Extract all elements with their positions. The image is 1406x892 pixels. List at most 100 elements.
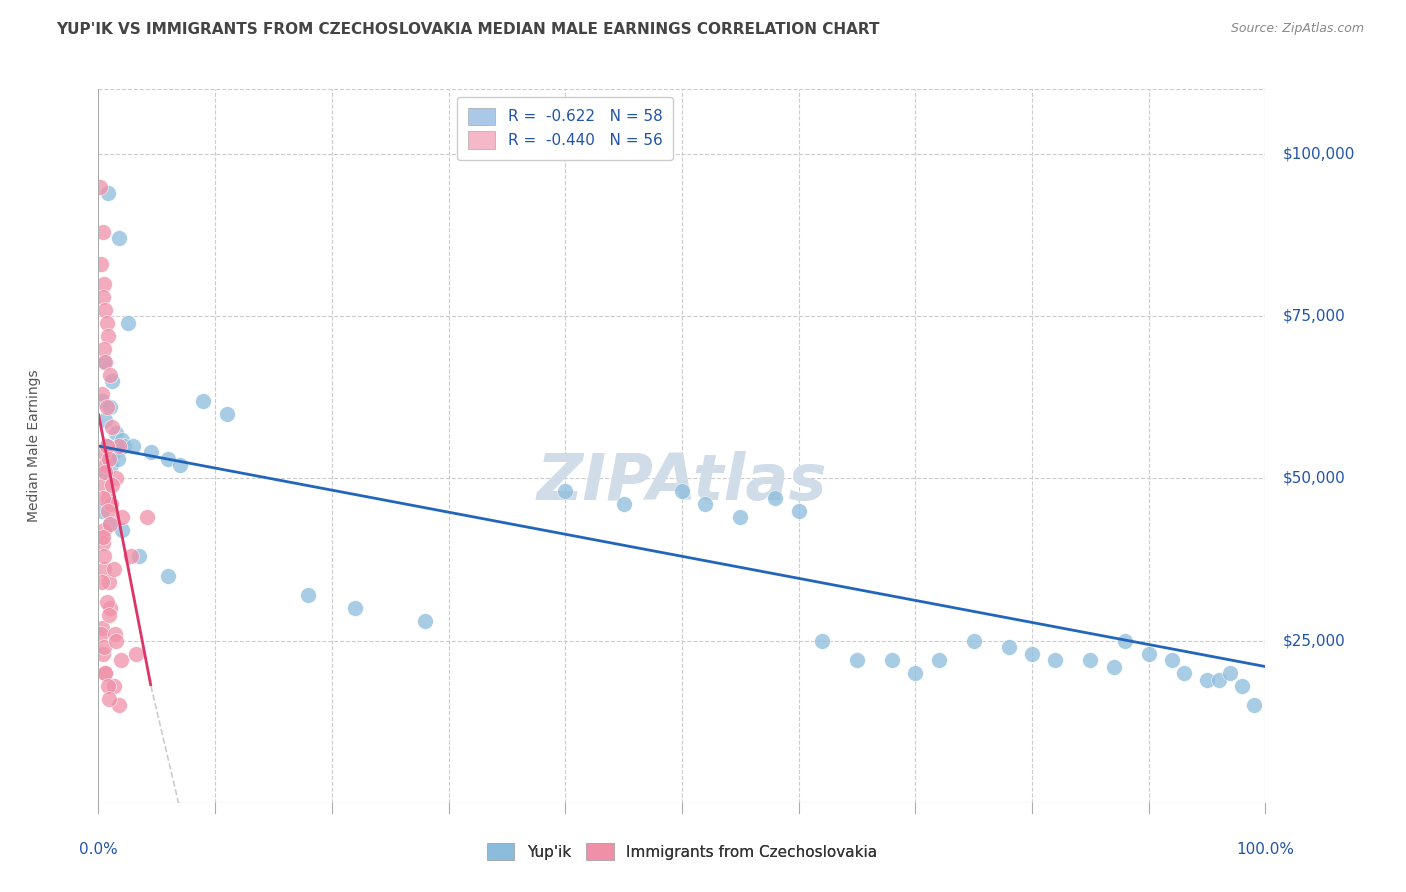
Point: [1243, 698, 1265, 713]
Point: [344, 601, 367, 615]
Point: [97, 679, 120, 693]
Point: [845, 653, 868, 667]
Point: [169, 458, 191, 473]
Point: [103, 562, 125, 576]
Text: Source: ZipAtlas.com: Source: ZipAtlas.com: [1230, 22, 1364, 36]
Point: [1045, 653, 1067, 667]
Point: [94, 458, 117, 473]
Text: 100.0%: 100.0%: [1236, 842, 1295, 857]
Point: [157, 568, 180, 582]
Text: YUP'IK VS IMMIGRANTS FROM CZECHOSLOVAKIA MEDIAN MALE EARNINGS CORRELATION CHART: YUP'IK VS IMMIGRANTS FROM CZECHOSLOVAKIA…: [56, 22, 880, 37]
Point: [157, 452, 180, 467]
Point: [108, 698, 131, 713]
Point: [787, 504, 810, 518]
Point: [98, 516, 121, 531]
Point: [103, 445, 125, 459]
Point: [97, 504, 120, 518]
Point: [104, 627, 127, 641]
Point: [93, 549, 115, 564]
Point: [91, 225, 114, 239]
Point: [880, 653, 903, 667]
Point: [103, 679, 125, 693]
Point: [89, 179, 111, 194]
Point: [97, 607, 120, 622]
Point: [98, 368, 121, 382]
Point: [101, 374, 124, 388]
Point: [93, 640, 115, 654]
Point: [96, 400, 118, 414]
Point: [91, 530, 114, 544]
Point: [90, 387, 112, 401]
Point: [97, 692, 120, 706]
Point: [1161, 653, 1184, 667]
Point: [695, 497, 717, 511]
Point: [94, 666, 117, 681]
Point: [97, 575, 120, 590]
Point: [90, 504, 112, 518]
Point: [91, 445, 114, 459]
Point: [904, 666, 927, 681]
Point: [554, 484, 576, 499]
Point: [93, 478, 115, 492]
Point: [120, 549, 142, 564]
Point: [91, 647, 114, 661]
Point: [997, 640, 1019, 654]
Point: [671, 484, 693, 499]
Point: [1208, 673, 1230, 687]
Point: [1230, 679, 1253, 693]
Point: [97, 452, 120, 467]
Point: [111, 510, 134, 524]
Legend: Yup'ik, Immigrants from Czechoslovakia: Yup'ik, Immigrants from Czechoslovakia: [481, 837, 883, 866]
Point: [125, 647, 148, 661]
Point: [136, 510, 159, 524]
Point: [93, 562, 115, 576]
Point: [98, 516, 121, 531]
Point: [97, 186, 120, 200]
Point: [100, 458, 122, 473]
Point: [104, 633, 127, 648]
Point: [215, 407, 238, 421]
Point: [1173, 666, 1195, 681]
Point: [1137, 647, 1160, 661]
Point: [91, 290, 114, 304]
Point: [107, 452, 129, 467]
Point: [1021, 647, 1043, 661]
Point: [93, 342, 115, 356]
Point: [90, 575, 112, 590]
Point: [94, 666, 117, 681]
Text: $100,000: $100,000: [1282, 146, 1355, 161]
Text: 0.0%: 0.0%: [79, 842, 118, 857]
Point: [1114, 633, 1136, 648]
Point: [94, 302, 117, 317]
Point: [763, 491, 786, 505]
Point: [101, 419, 124, 434]
Point: [91, 491, 114, 505]
Text: Median Male Earnings: Median Male Earnings: [27, 369, 41, 523]
Point: [91, 465, 114, 479]
Point: [122, 439, 145, 453]
Point: [193, 393, 215, 408]
Point: [90, 393, 112, 408]
Point: [128, 549, 150, 564]
Point: [91, 536, 114, 550]
Point: [1102, 659, 1125, 673]
Point: [139, 445, 162, 459]
Point: [96, 439, 118, 453]
Point: [93, 524, 115, 538]
Point: [1195, 673, 1218, 687]
Text: ZIPAtlas: ZIPAtlas: [537, 450, 827, 513]
Point: [108, 231, 131, 245]
Point: [100, 497, 122, 511]
Point: [297, 588, 319, 602]
Point: [96, 595, 118, 609]
Text: $75,000: $75,000: [1282, 309, 1346, 324]
Point: [117, 316, 139, 330]
Point: [93, 277, 115, 291]
Point: [110, 653, 132, 667]
Point: [96, 439, 118, 453]
Point: [97, 491, 120, 505]
Point: [612, 497, 634, 511]
Point: [108, 439, 131, 453]
Point: [413, 614, 436, 628]
Point: [94, 413, 117, 427]
